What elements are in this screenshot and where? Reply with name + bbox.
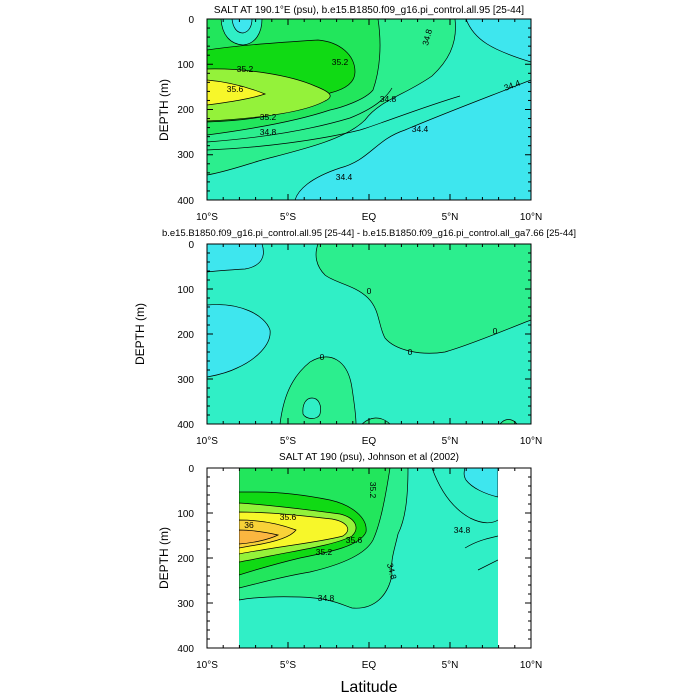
panel-1-field: [207, 19, 531, 200]
y-tick-label: 100: [177, 60, 194, 71]
contour-label: 34.8: [420, 28, 434, 47]
y-tick-label: 300: [177, 375, 194, 386]
panel-2-fill-positive: [315, 244, 531, 354]
contour-label: 34.8: [260, 127, 277, 137]
x-tick-label: 10°N: [520, 212, 542, 223]
contour-label: 35.2: [368, 482, 378, 499]
contour-label: 0: [320, 352, 325, 362]
panel-3-patch-top-right: [463, 468, 498, 498]
contour-label: 35.6: [346, 535, 363, 545]
contour-label: 0: [493, 326, 498, 336]
contour-label: 35.2: [237, 64, 254, 74]
panel-2-y-ticks: 0 100 200 300 400: [177, 240, 194, 431]
contour-label: 34.8: [385, 562, 399, 581]
contour-label: 36: [244, 520, 254, 530]
panel-1-contour-35.0: [207, 87, 393, 143]
panel-2-fill-bottom: [279, 356, 357, 424]
panel-3-fill-36.0: [239, 529, 280, 545]
y-tick-label: 0: [188, 240, 194, 251]
y-tick-label: 0: [188, 464, 194, 475]
contour-label: 35.2: [316, 547, 333, 557]
contour-label: 34.8: [380, 94, 397, 104]
panel-2-fill-bottom-hole: [302, 397, 321, 419]
figure-xlabel: Latitude: [341, 679, 398, 696]
panel-1-title: SALT AT 190.1°E (psu), b.e15.B1850.f09_g…: [214, 5, 524, 16]
panel-1-contour-labels: 35.2 35.6 35.2 35.2 34.8 34.8 34.4 34.4 …: [227, 28, 522, 182]
panel-3-contour-labels: 35.2 35.6 36 35.6 35.2 34.8 34.8 34.8: [244, 482, 470, 603]
y-tick-label: 0: [188, 15, 194, 26]
y-tick-label: 400: [177, 196, 194, 207]
contour-label: 34.4: [412, 124, 429, 134]
panel-3-contour-right-2: [464, 535, 498, 549]
y-tick-label: 400: [177, 420, 194, 431]
panel-3-title: SALT AT 190 (psu), Johnson et al (2002): [279, 452, 459, 463]
panel-1-patch-upper-left-inner: [231, 19, 253, 34]
panel-2-ylabel: DEPTH (m): [133, 303, 147, 365]
contour-label: 34.8: [454, 525, 471, 535]
x-tick-label: 5°N: [442, 212, 459, 223]
panel-2-x-ticks: 10°S 5°S EQ 5°N 10°N: [196, 436, 542, 447]
panel-3-salinity-obs: SALT AT 190 (psu), Johnson et al (2002) …: [157, 452, 542, 671]
panel-1-contour-34.6: [207, 95, 461, 151]
contour-label: 35.2: [260, 112, 277, 122]
contour-label: 35.2: [332, 57, 349, 67]
contour-label: 35.6: [280, 512, 297, 522]
x-tick-label: 10°N: [520, 436, 542, 447]
x-tick-label: 10°S: [196, 212, 218, 223]
y-tick-label: 300: [177, 599, 194, 610]
x-tick-label: 5°N: [442, 436, 459, 447]
panel-3-field: [239, 468, 498, 648]
y-tick-label: 100: [177, 509, 194, 520]
x-tick-label: EQ: [362, 212, 377, 223]
panel-3-contour-right-3: [477, 559, 498, 571]
x-tick-label: EQ: [362, 436, 377, 447]
panel-1-fill-35.6: [207, 79, 267, 106]
x-tick-label: 5°S: [280, 436, 297, 447]
panel-1-fill-35.4: [207, 68, 331, 122]
panel-1-x-ticks: 10°S 5°S EQ 5°N 10°N: [196, 212, 542, 223]
contour-label: 34.8: [318, 593, 335, 603]
y-tick-label: 200: [177, 330, 194, 341]
panel-3-y-ticks: 0 100 200 300 400: [177, 464, 194, 655]
panel-2-difference: b.e15.B1850.f09_g16.pi_control.all.95 [2…: [133, 228, 576, 447]
panel-1-salinity-model: SALT AT 190.1°E (psu), b.e15.B1850.f09_g…: [157, 5, 542, 223]
x-tick-label: 5°N: [442, 660, 459, 671]
x-tick-label: 10°S: [196, 436, 218, 447]
contour-label: 34.4: [336, 172, 353, 182]
panel-1-y-ticks: 0 100 200 300 400: [177, 15, 194, 207]
y-tick-label: 300: [177, 150, 194, 161]
contour-label: 35.6: [227, 84, 244, 94]
y-tick-label: 200: [177, 105, 194, 116]
x-tick-label: 5°S: [280, 660, 297, 671]
x-tick-label: 10°N: [520, 660, 542, 671]
panel-2-field: [207, 244, 531, 424]
panel-3-x-ticks: 10°S 5°S EQ 5°N 10°N: [196, 660, 542, 671]
panel-2-contour-labels: 0 0 0 0: [320, 286, 498, 362]
panel-2-fill-left-top: [207, 244, 264, 273]
panel-3-ylabel: DEPTH (m): [157, 527, 171, 589]
panel-2-title: b.e15.B1850.f09_g16.pi_control.all.95 [2…: [162, 228, 576, 239]
panel-1-ylabel: DEPTH (m): [157, 79, 171, 141]
x-tick-label: 10°S: [196, 660, 218, 671]
contour-label: 0: [408, 347, 413, 357]
panel-2-fill-left-mid: [207, 304, 271, 378]
y-tick-label: 400: [177, 644, 194, 655]
y-tick-label: 200: [177, 554, 194, 565]
tick-marks: [206, 18, 532, 649]
x-tick-label: 5°S: [280, 212, 297, 223]
y-tick-label: 100: [177, 285, 194, 296]
x-tick-label: EQ: [362, 660, 377, 671]
panel-3-contour-right-1: [431, 468, 498, 524]
contour-label: 0: [367, 286, 372, 296]
